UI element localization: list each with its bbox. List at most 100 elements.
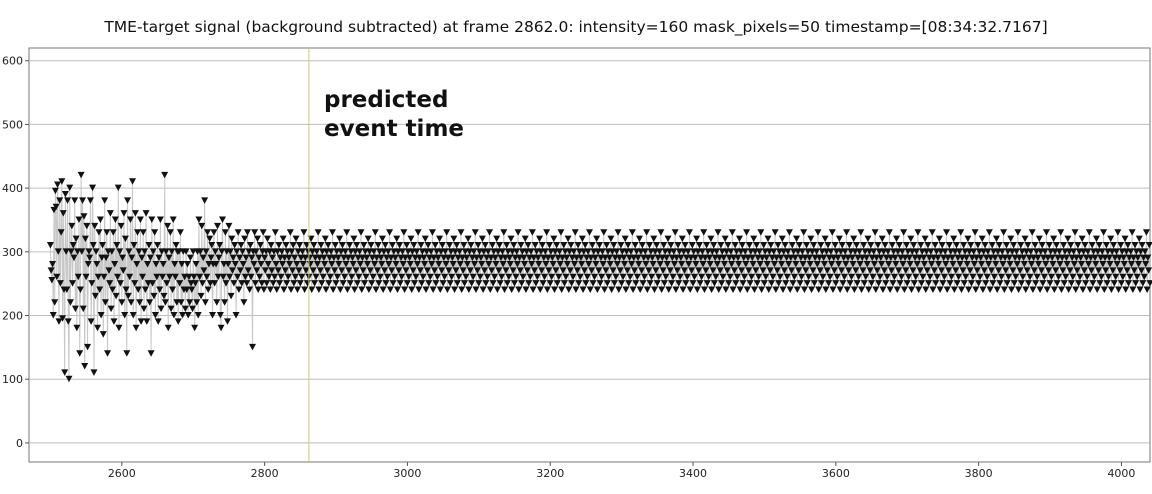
data-point <box>120 210 128 217</box>
data-point <box>227 292 235 300</box>
data-point <box>739 280 747 287</box>
data-point <box>403 280 411 287</box>
data-point <box>466 267 474 274</box>
data-point <box>903 280 911 287</box>
data-point <box>577 254 585 262</box>
data-point <box>730 267 738 274</box>
data-point <box>578 261 586 268</box>
data-point <box>585 261 593 268</box>
x-tick-label-3400: 3400 <box>679 467 707 480</box>
data-point <box>985 229 993 236</box>
data-point <box>713 261 721 268</box>
data-point <box>1078 235 1086 243</box>
data-point <box>51 299 59 306</box>
x-axis: 2600 2800 3000 3200 3400 3600 3800 4000 <box>108 462 1135 480</box>
data-point <box>771 229 779 236</box>
data-point <box>438 267 446 274</box>
data-point <box>1077 261 1085 268</box>
data-point <box>1033 273 1041 281</box>
data-point <box>950 235 958 243</box>
data-point <box>715 286 723 294</box>
data-point <box>313 248 321 255</box>
data-point <box>282 241 290 249</box>
data-point <box>197 292 205 300</box>
data-point <box>971 229 979 236</box>
data-point <box>199 254 207 262</box>
data-point <box>857 229 865 236</box>
data-point <box>1037 267 1045 274</box>
data-point <box>253 267 261 274</box>
data-point <box>241 235 249 243</box>
data-point <box>133 261 141 268</box>
series-layer <box>46 171 1152 383</box>
data-point <box>941 248 949 255</box>
data-point <box>472 286 480 294</box>
data-point <box>99 331 107 338</box>
y-tick-label-200: 200 <box>2 310 23 323</box>
data-point <box>624 241 632 249</box>
data-point <box>581 241 589 249</box>
data-point <box>1055 273 1063 281</box>
data-point <box>593 235 601 243</box>
data-point <box>1060 241 1068 249</box>
data-point <box>783 273 791 281</box>
data-point <box>1092 261 1100 268</box>
data-point <box>1070 261 1078 268</box>
data-point <box>339 280 347 287</box>
data-point <box>970 248 978 255</box>
data-point <box>1000 286 1008 294</box>
data-point <box>63 286 71 294</box>
data-point <box>573 267 581 274</box>
data-point <box>486 286 494 294</box>
data-point <box>549 261 557 268</box>
data-point <box>1052 241 1060 249</box>
data-point <box>982 280 990 287</box>
data-point <box>745 267 753 274</box>
data-point <box>1142 261 1150 268</box>
data-point <box>306 254 314 262</box>
data-point <box>116 280 124 287</box>
data-point <box>535 261 543 268</box>
data-point <box>302 267 310 274</box>
data-point <box>595 241 603 249</box>
data-point <box>1089 280 1097 287</box>
data-point <box>772 286 780 294</box>
data-point <box>770 261 778 268</box>
data-point <box>154 318 162 325</box>
data-point <box>1055 248 1063 255</box>
data-point <box>238 280 246 287</box>
data-point <box>193 299 201 306</box>
data-point <box>151 229 159 236</box>
data-point <box>891 254 899 262</box>
data-point <box>684 248 692 255</box>
data-point <box>648 254 656 262</box>
data-point <box>338 267 346 274</box>
data-point <box>810 280 818 287</box>
data-point <box>945 267 953 274</box>
data-point <box>874 241 882 249</box>
data-point <box>147 350 155 357</box>
data-point <box>922 286 930 294</box>
data-point <box>1141 248 1149 255</box>
data-point <box>636 286 644 294</box>
data-point <box>764 235 772 243</box>
data-point <box>139 229 147 236</box>
data-point <box>1139 280 1147 287</box>
data-point <box>441 273 449 281</box>
data-point <box>999 261 1007 268</box>
data-point <box>902 267 910 274</box>
data-point <box>61 369 69 376</box>
data-point <box>538 241 546 249</box>
data-point <box>513 261 521 268</box>
data-point <box>992 235 1000 243</box>
data-point <box>367 241 375 249</box>
data-point <box>1049 261 1057 268</box>
data-point <box>977 261 985 268</box>
data-point <box>805 254 813 262</box>
data-point <box>186 254 194 262</box>
data-point <box>259 229 267 236</box>
data-point <box>468 280 476 287</box>
data-point <box>710 280 718 287</box>
data-point <box>683 273 691 281</box>
data-point <box>368 280 376 287</box>
